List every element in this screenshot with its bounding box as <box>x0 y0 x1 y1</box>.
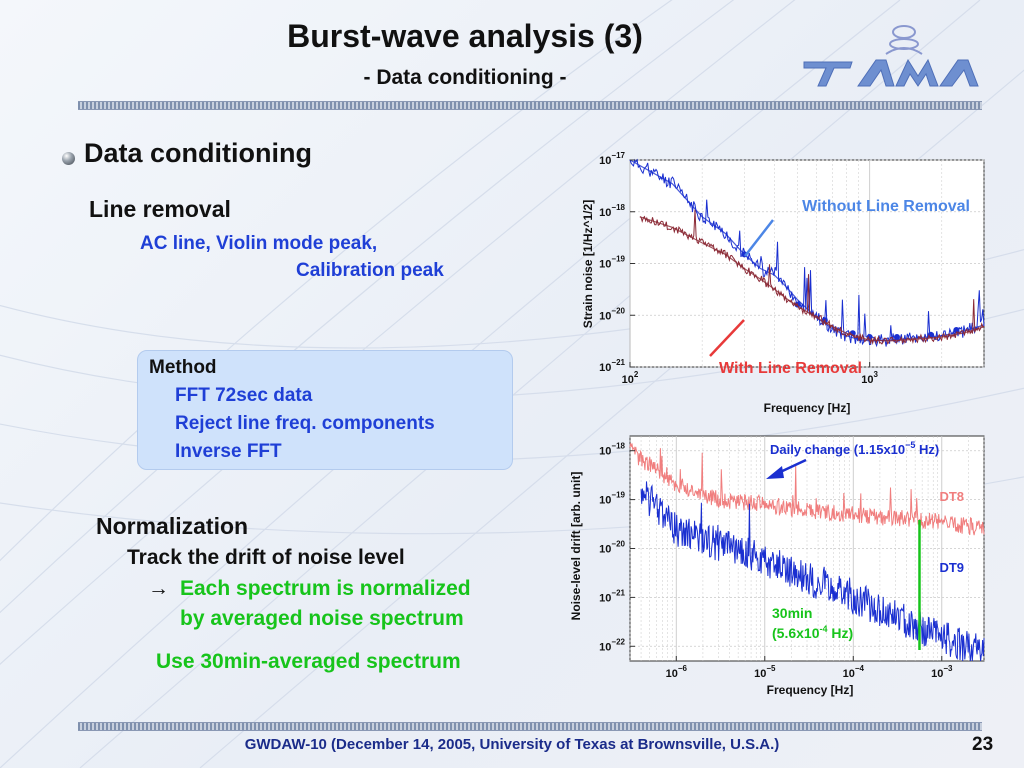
x-tick-label: 10−5 <box>754 664 776 680</box>
chart1-xlabel: Frequency [Hz] <box>764 401 851 415</box>
y-tick-label: 10−22 <box>599 637 625 653</box>
y-tick-label: 10−21 <box>599 358 625 374</box>
method-box <box>137 350 513 470</box>
bullet-icon <box>62 152 75 165</box>
chart2-annotation-daily: Daily change (1.15x10−5 Hz) <box>770 440 939 457</box>
chart1-annotation-without: Without Line Removal <box>802 198 970 215</box>
method-item-1: FFT 72sec data <box>175 385 313 406</box>
series-marker <box>953 326 960 333</box>
y-tick-label: 10−19 <box>599 491 625 507</box>
chart2-ylabel: Noise-level drift [arb. unit] <box>569 472 583 621</box>
y-tick-label: 10−20 <box>599 540 625 556</box>
page-number: 23 <box>972 734 994 755</box>
chart2-label-dt8: DT8 <box>939 489 964 504</box>
tama-logo <box>803 25 979 87</box>
series-line-dt8 <box>629 442 985 536</box>
y-tick-label: 10−18 <box>599 203 625 219</box>
chart2-series <box>629 442 985 662</box>
series-trend-1 <box>639 216 985 342</box>
right-arrow-icon: → <box>148 577 169 600</box>
normalization-heading: Normalization <box>96 513 249 539</box>
normalization-text-2: Each spectrum is normalized <box>180 577 471 600</box>
bullet-data-conditioning: Data conditioning <box>84 138 312 168</box>
chart-strain-noise: 102 103 10−17 10−18 10−19 10−20 10−21 Frequenc… <box>581 151 985 415</box>
line-removal-heading: Line removal <box>89 196 231 222</box>
y-tick-label: 10−21 <box>599 588 625 604</box>
slide-title: Burst-wave analysis (3) <box>287 18 643 54</box>
chart2-ticks: 10−6 10−5 10−4 10−3 10−18 10−19 10−20 10−21 10−2… <box>599 442 953 680</box>
header-rule <box>78 101 982 110</box>
chart2-xlabel: Frequency [Hz] <box>767 683 854 697</box>
slide-subtitle: - Data conditioning - <box>363 66 567 89</box>
normalization-text-3: by averaged noise spectrum <box>180 607 464 630</box>
footer-text: GWDAW-10 (December 14, 2005, University … <box>244 736 780 753</box>
y-tick-label: 10−18 <box>599 442 625 458</box>
line-removal-text-1: AC line, Violin mode peak, <box>140 233 378 254</box>
x-tick-label: 10−6 <box>666 664 688 680</box>
x-tick-label: 102 <box>622 370 639 386</box>
chart1-annotation-with-pointer <box>709 319 745 357</box>
series-line-dt9 <box>640 481 985 662</box>
chart2-annotation-30min: 30min <box>772 605 812 621</box>
chart1-ticks: 102 103 10−17 10−18 10−19 10−20 10−21 <box>599 151 878 386</box>
x-tick-label: 10−3 <box>931 664 953 680</box>
line-removal-text-2: Calibration peak <box>296 260 444 281</box>
method-item-2: Reject line freq. components <box>175 413 435 434</box>
method-title: Method <box>149 357 217 378</box>
chart1-annotation-with: With Line Removal <box>719 360 862 377</box>
chart1-ylabel: Strain noise [1/Hz^1/2] <box>581 200 595 328</box>
method-item-3: Inverse FFT <box>175 441 282 462</box>
normalization-text-4: Use 30min-averaged spectrum <box>156 650 461 673</box>
chart2-label-dt9: DT9 <box>939 560 964 575</box>
x-tick-label: 103 <box>861 370 878 386</box>
chart2-annotation-freq: (5.6x10-4 Hz) <box>772 624 853 641</box>
y-tick-label: 10−20 <box>599 306 625 322</box>
chart-noise-drift: 10−6 10−5 10−4 10−3 10−18 10−19 10−20 10−21 10−2… <box>569 435 985 697</box>
y-tick-label: 10−17 <box>599 151 625 167</box>
y-tick-label: 10−19 <box>599 255 625 271</box>
normalization-text-1: Track the drift of noise level <box>127 546 405 569</box>
series-marker <box>893 333 900 340</box>
series-line-with-line-removal <box>639 209 985 345</box>
footer-rule <box>78 722 982 731</box>
chart2-annotation-daily-arrowhead <box>766 466 784 479</box>
series-marker <box>866 333 873 340</box>
chart1-series <box>629 158 985 348</box>
x-tick-label: 10−4 <box>843 664 865 680</box>
chart1-annotation-without-pointer <box>744 219 774 257</box>
